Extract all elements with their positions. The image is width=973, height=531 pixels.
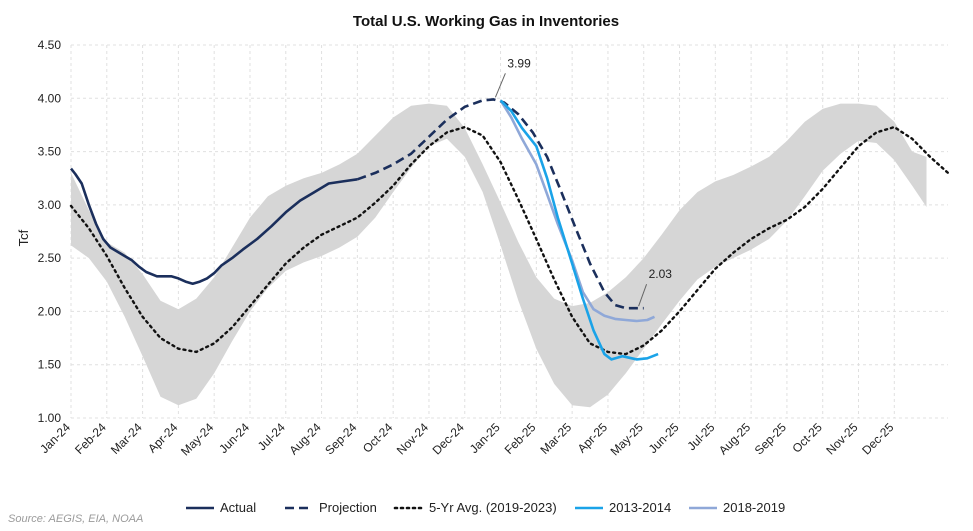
x-tick-label: Aug-25 [716,420,753,457]
x-tick-label: Nov-25 [823,420,860,457]
legend-label: 2013-2014 [609,500,671,515]
series-line-5-yr-avg-2019-2023- [69,125,950,356]
chart-title: Total U.S. Working Gas in Inventories [353,13,619,30]
x-tick-label: Jun-24 [216,420,252,456]
annotation-label: 3.99 [507,56,531,70]
x-tick-label: Mar-25 [537,420,574,457]
x-tick-label: May-25 [608,420,646,458]
series-line-actual [69,167,358,285]
source-note: Source: AEGIS, EIA, NOAA [8,513,143,525]
range-band [71,103,927,408]
legend-label: Actual [220,500,256,515]
five-year-range-band [71,103,927,408]
annotation-label: 2.03 [649,267,673,281]
annotations: 3.99 2.03 [494,56,673,307]
annotation-leader [494,73,506,98]
y-tick-label: 2.50 [38,251,62,265]
y-tick-label: 1.50 [38,358,62,372]
x-tick-label: Jan-25 [467,420,503,456]
series-line-projection [356,98,644,310]
legend: Actual Projection 5-Yr Avg. (2019-2023) 201… [186,500,785,515]
annotation-leader [638,284,648,307]
x-tick-label: Oct-25 [789,420,825,456]
legend-label: 5-Yr Avg. (2019-2023) [429,500,557,515]
x-tick-label: Mar-24 [108,420,145,457]
y-tick-label: 4.00 [38,91,62,105]
y-tick-label: 1.00 [38,411,62,425]
x-tick-label: Dec-24 [430,420,467,457]
x-tick-label: Sep-24 [322,420,359,457]
y-axis: 1.00 1.50 2.00 2.50 3.00 3.50 4.00 4.50 [38,38,62,425]
x-tick-label: Feb-24 [72,420,109,457]
x-tick-label: Sep-25 [752,420,789,457]
y-tick-label: 2.00 [38,304,62,318]
x-tick-label: Apr-24 [145,420,181,456]
x-tick-label: Jul-24 [255,420,288,453]
x-tick-label: Aug-24 [286,420,323,457]
x-tick-label: Jan-24 [37,420,73,456]
series-line-2013-2014 [499,99,659,361]
x-tick-label: Feb-25 [502,420,539,457]
series-line-2018-2019 [499,99,656,323]
y-tick-label: 4.50 [38,38,62,52]
x-tick-label: May-24 [178,420,216,458]
x-tick-label: Nov-24 [394,420,431,457]
series-lines [69,98,950,361]
y-axis-label: Tcf [16,229,31,246]
x-tick-label: Jul-25 [684,420,717,453]
x-tick-label: Oct-24 [360,420,396,456]
legend-label: 2018-2019 [723,500,785,515]
x-tick-label: Dec-25 [859,420,896,457]
x-tick-label: Jun-25 [646,420,682,456]
legend-label: Projection [319,500,377,515]
x-tick-label: Apr-25 [575,420,611,456]
y-tick-label: 3.00 [38,198,62,212]
y-tick-label: 3.50 [38,145,62,159]
